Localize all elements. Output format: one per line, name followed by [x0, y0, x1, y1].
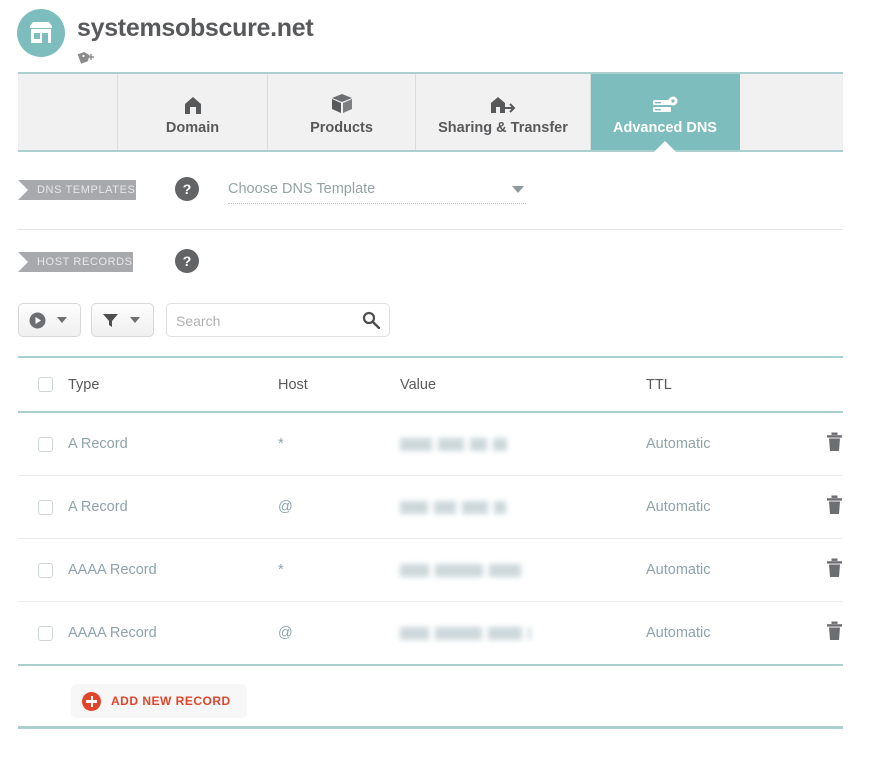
table-row[interactable]: A Record * Automatic	[18, 413, 843, 475]
help-icon-dns-templates[interactable]: ?	[175, 177, 199, 201]
search-icon[interactable]	[362, 311, 381, 334]
tab-sharing-transfer-label: Sharing & Transfer	[438, 119, 568, 136]
column-header-type: Type	[68, 376, 100, 393]
table-header-rule	[18, 411, 843, 413]
redaction-blocks	[400, 437, 646, 451]
section-divider	[18, 229, 843, 230]
row-divider	[18, 475, 843, 476]
row-checkbox[interactable]	[38, 562, 53, 578]
row-value-redacted	[400, 563, 646, 577]
host-records-table: Type Host Value TTL A Record * Automatic	[18, 356, 843, 666]
table-row[interactable]: AAAA Record @ Automatic	[18, 602, 843, 664]
row-type: A Record	[68, 499, 128, 515]
row-select-cell	[18, 562, 68, 578]
table-top-rule	[18, 356, 843, 358]
search-box[interactable]	[166, 303, 390, 338]
row-type: A Record	[68, 436, 128, 452]
help-icon-host-records[interactable]: ?	[175, 249, 199, 273]
record-action-dropdown[interactable]	[18, 303, 81, 337]
table-bottom-rule	[18, 664, 843, 666]
active-tab-notch	[654, 141, 676, 152]
server-gear-icon	[651, 89, 679, 115]
trash-icon[interactable]	[826, 495, 843, 519]
row-host: *	[278, 436, 284, 452]
domain-logo	[17, 9, 65, 57]
row-value-redacted	[400, 500, 646, 514]
home-icon	[182, 89, 204, 115]
row-type: AAAA Record	[68, 562, 157, 578]
add-new-record-button[interactable]: ADD NEW RECORD	[71, 684, 247, 718]
tab-advanced-dns-label: Advanced DNS	[613, 119, 717, 136]
caret-down-icon	[130, 317, 140, 323]
row-divider	[18, 538, 843, 539]
chevron-down-icon	[512, 186, 524, 193]
tab-domain[interactable]: Domain	[118, 74, 268, 150]
redaction-blocks	[400, 626, 646, 640]
row-ttl: Automatic	[646, 436, 711, 452]
main-tabbar: Domain Products Sharing & Transfer	[18, 72, 843, 152]
play-circle-icon	[29, 312, 46, 329]
column-header-value: Value	[400, 376, 437, 393]
table-row[interactable]: AAAA Record * Automatic	[18, 539, 843, 601]
caret-down-icon	[57, 317, 67, 323]
column-header-host: Host	[278, 376, 308, 393]
section-ribbon-host-records-label: HOST RECORDS	[37, 256, 133, 268]
select-all-cell	[18, 377, 68, 392]
row-select-cell	[18, 499, 68, 515]
add-record-area: ADD NEW RECORD	[18, 679, 843, 726]
table-row[interactable]: A Record @ Automatic	[18, 476, 843, 538]
row-checkbox[interactable]	[38, 436, 53, 452]
funnel-icon	[102, 312, 119, 328]
row-ttl: Automatic	[646, 625, 711, 641]
row-host: *	[278, 562, 284, 578]
page-title: systemsobscure.net	[77, 14, 314, 42]
row-checkbox[interactable]	[38, 625, 53, 641]
dns-template-select[interactable]: Choose DNS Template	[228, 180, 526, 204]
page-header: systemsobscure.net	[0, 0, 874, 68]
tag-plus-icon[interactable]	[77, 50, 96, 64]
row-value-redacted	[400, 626, 646, 640]
tab-domain-label: Domain	[165, 119, 220, 136]
tab-products-label: Products	[310, 119, 373, 136]
trash-icon[interactable]	[826, 558, 843, 582]
tab-spacer-right	[740, 74, 843, 150]
row-select-cell	[18, 625, 68, 641]
section-ribbon-dns-templates-label: DNS TEMPLATES	[37, 184, 136, 196]
section-ribbon-dns-templates: DNS TEMPLATES	[18, 180, 136, 200]
redaction-blocks	[400, 500, 646, 514]
tab-advanced-dns[interactable]: Advanced DNS	[591, 74, 740, 152]
plus-circle-icon	[82, 691, 101, 711]
redaction-blocks	[400, 563, 646, 577]
row-delete-cell	[801, 621, 843, 645]
row-type: AAAA Record	[68, 625, 157, 641]
table-header-row: Type Host Value TTL	[18, 358, 843, 411]
row-delete-cell	[801, 495, 843, 519]
home-arrow-icon	[489, 89, 517, 115]
section-ribbon-host-records: HOST RECORDS	[18, 252, 133, 272]
tab-sharing-transfer[interactable]: Sharing & Transfer	[416, 74, 591, 150]
tab-products[interactable]: Products	[268, 74, 416, 150]
row-ttl: Automatic	[646, 499, 711, 515]
row-host: @	[278, 499, 293, 515]
row-divider	[18, 601, 843, 602]
row-delete-cell	[801, 558, 843, 582]
row-checkbox[interactable]	[38, 499, 53, 515]
trash-icon[interactable]	[826, 432, 843, 456]
search-input[interactable]	[167, 304, 366, 338]
row-ttl: Automatic	[646, 562, 711, 578]
page-bottom-rule	[18, 726, 843, 729]
tab-spacer-left	[18, 74, 118, 150]
trash-icon[interactable]	[826, 621, 843, 645]
filter-dropdown[interactable]	[91, 303, 154, 337]
column-header-ttl: TTL	[646, 376, 672, 393]
row-value-redacted	[400, 437, 646, 451]
select-all-checkbox[interactable]	[38, 377, 53, 392]
row-host: @	[278, 625, 293, 641]
row-select-cell	[18, 436, 68, 452]
add-new-record-label: ADD NEW RECORD	[111, 694, 231, 708]
dns-template-select-value: Choose DNS Template	[228, 181, 376, 197]
row-delete-cell	[801, 432, 843, 456]
box-icon	[330, 89, 354, 115]
